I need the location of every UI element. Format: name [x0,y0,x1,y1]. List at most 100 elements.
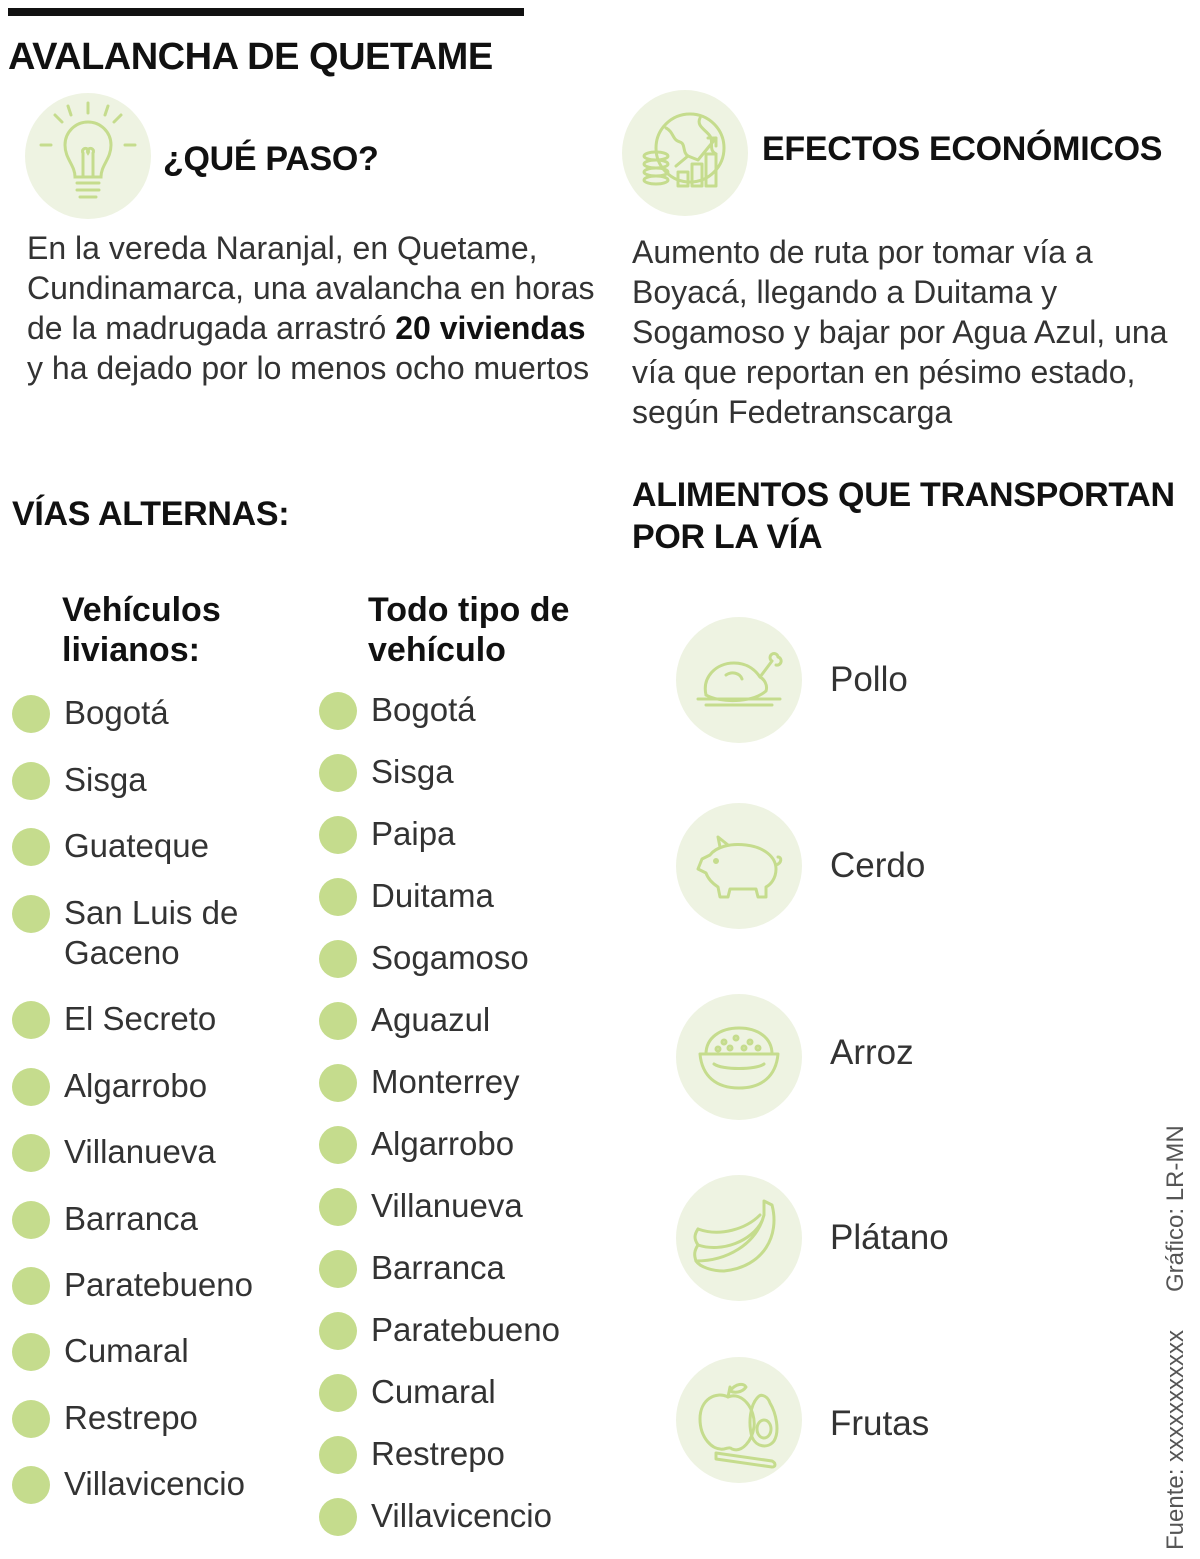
route-stop: Barranca [12,1199,324,1239]
route-stop: Cumaral [12,1331,324,1371]
route-stop-label: Paratebueno [64,1266,253,1303]
route-stop-label: Villanueva [64,1133,216,1170]
bullet-dot [12,1333,50,1371]
bullet-dot [319,1126,357,1164]
food-label-pollo: Pollo [830,660,908,699]
route-stop-label: Villavicencio [64,1465,245,1502]
route-stop: Restrepo [319,1434,631,1474]
route-stop-label: Sogamoso [371,939,529,976]
route-stop: El Secreto [12,999,324,1039]
bullet-dot [12,895,50,933]
bullet-dot [12,695,50,733]
route-stop: Villavicencio [12,1464,324,1504]
bullet-dot [319,754,357,792]
route-stop-label: Algarrobo [371,1125,515,1162]
route-stop-label: Sisga [64,761,147,798]
graphic-credit: Gráfico: LR-MN [1162,1125,1189,1292]
foods-heading: ALIMENTOS QUE TRANSPORTAN POR LA VÍA [632,476,1175,556]
alt-routes-heading: VÍAS ALTERNAS: [12,495,290,533]
source-credit: Fuente: xxxxxxxxxxx [1162,1329,1189,1550]
route-stop: Aguazul [319,1000,631,1040]
route-stop-label: El Secreto [64,1000,217,1037]
route-stop-label: Algarrobo [64,1067,208,1104]
food-label-arroz: Arroz [830,1033,914,1072]
route-stop-label: Paipa [371,815,456,852]
bullet-dot [12,1134,50,1172]
route-stop: Monterrey [319,1062,631,1102]
route-stop-label: Sisga [371,753,454,790]
route-stop-label: Restrepo [371,1435,505,1472]
bullet-dot [319,1250,357,1288]
route-stop-label: Barranca [371,1249,505,1286]
what-happened-highlight: 20 viviendas [395,310,586,346]
route-stop: Villavicencio [319,1496,631,1536]
globe-growth-icon [622,90,748,216]
bullet-dot [319,1374,357,1412]
route-stop: Barranca [319,1248,631,1288]
bullet-dot [319,1498,357,1536]
food-label-cerdo: Cerdo [830,846,926,885]
route-stop-label: Barranca [64,1200,198,1237]
rice-bowl-icon [676,994,802,1120]
chicken-icon [676,617,802,743]
route-stop: Restrepo [12,1398,324,1438]
route-stop: Guateque [12,826,324,866]
what-happened-heading: ¿QUÉ PASO? [163,140,379,178]
top-rule [8,8,524,16]
bullet-dot [12,828,50,866]
route-stop: Paratebueno [12,1265,324,1305]
lightbulb-icon [25,93,151,219]
route-stop-label: Cumaral [64,1332,189,1369]
route-stop: Algarrobo [319,1124,631,1164]
route-stop: Duitama [319,876,631,916]
route-stop-label: Guateque [64,827,209,864]
bullet-dot [12,1400,50,1438]
route-stop-label: Restrepo [64,1399,198,1436]
bullet-dot [319,878,357,916]
bullet-dot [319,1312,357,1350]
route-stop: Sisga [12,760,324,800]
bullet-dot [12,1068,50,1106]
route-stop-label: Duitama [371,877,494,914]
route-stop: Sisga [319,752,631,792]
banana-icon [676,1175,802,1301]
bullet-dot [319,1002,357,1040]
light-vehicles-heading: Vehículos livianos: [62,591,221,669]
bullet-dot [12,1267,50,1305]
bullet-dot [319,1188,357,1226]
bullet-dot [12,1001,50,1039]
page-title: AVALANCHA DE QUETAME [8,36,493,78]
all-vehicles-heading: Todo tipo de vehículo [368,591,570,669]
route-stop: San Luis de Gaceno [12,893,324,973]
route-stop: Villanueva [319,1186,631,1226]
economic-effects-heading: EFECTOS ECONÓMICOS [762,130,1163,168]
route-stop-label: Villanueva [371,1187,523,1224]
bullet-dot [319,1064,357,1102]
what-happened-text-1: En la vereda Naranjal, en Quetame, Cundi… [27,230,595,346]
what-happened-text: En la vereda Naranjal, en Quetame, Cundi… [27,228,597,388]
what-happened-text-2: y ha dejado por lo menos ocho muertos [27,350,590,386]
route-stop-label: Monterrey [371,1063,520,1100]
route-stop: Sogamoso [319,938,631,978]
bullet-dot [12,762,50,800]
bullet-dot [319,940,357,978]
fruits-icon [676,1357,802,1483]
bullet-dot [319,816,357,854]
food-label-frutas: Frutas [830,1404,930,1443]
route-stop: Paratebueno [319,1310,631,1350]
bullet-dot [319,692,357,730]
route-stop-label: Aguazul [371,1001,491,1038]
route-stop: Cumaral [319,1372,631,1412]
route-stop-label: Bogotá [64,694,169,731]
economic-effects-text: Aumento de ruta por tomar vía a Boyacá, … [632,234,1168,430]
route-stop-label: Cumaral [371,1373,496,1410]
route-stop-label: Bogotá [371,691,476,728]
route-stop: Algarrobo [12,1066,324,1106]
route-stop-label: Paratebueno [371,1311,560,1348]
route-stop-label: San Luis de Gaceno [64,894,239,971]
bullet-dot [12,1201,50,1239]
route-stop: Bogotá [319,690,631,730]
route-stop: Bogotá [12,693,324,733]
route-stop: Villanueva [12,1132,324,1172]
route-stop: Paipa [319,814,631,854]
